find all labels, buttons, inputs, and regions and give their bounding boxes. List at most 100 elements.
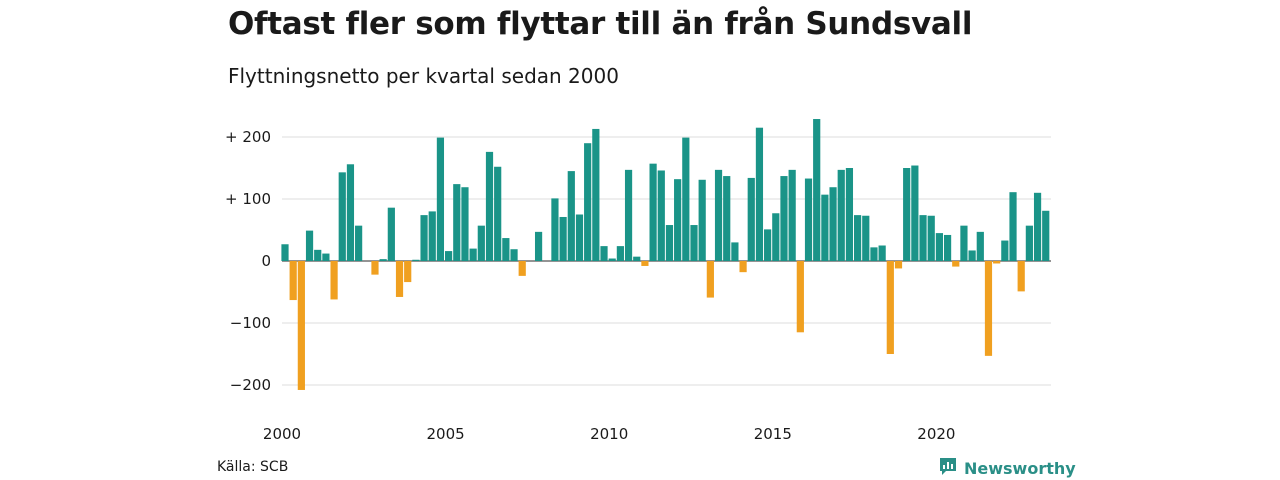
bar xyxy=(968,250,976,261)
bar xyxy=(387,207,395,261)
bar xyxy=(788,169,796,261)
bar xyxy=(870,247,878,261)
bar xyxy=(551,198,559,261)
x-tick-label: 2010 xyxy=(590,425,628,443)
bar xyxy=(1033,192,1042,261)
bar xyxy=(993,261,1001,264)
bar xyxy=(371,261,379,275)
bar xyxy=(600,246,608,261)
x-tick-label: 2020 xyxy=(917,425,955,443)
bar xyxy=(346,164,355,261)
bar xyxy=(878,245,886,261)
bar xyxy=(665,225,674,261)
newsworthy-icon xyxy=(938,456,958,480)
bar xyxy=(690,225,698,261)
bar xyxy=(412,259,420,261)
bar xyxy=(281,244,289,261)
bar xyxy=(813,119,821,262)
bar xyxy=(903,168,911,261)
bar xyxy=(764,229,772,261)
newsworthy-label: Newsworthy xyxy=(964,458,1076,478)
bar xyxy=(919,215,927,261)
y-tick-label: −200 xyxy=(230,376,271,394)
y-axis-labels: + 200 + 100 0 −100 −200 xyxy=(225,128,271,394)
bar xyxy=(436,137,445,261)
bar xyxy=(731,242,739,261)
bar xyxy=(289,261,297,301)
bar xyxy=(314,249,322,261)
bar xyxy=(559,216,567,261)
bar xyxy=(355,225,363,261)
bar xyxy=(927,215,935,261)
bar xyxy=(575,214,584,261)
bar xyxy=(502,238,510,261)
bar xyxy=(616,246,624,261)
bars xyxy=(281,119,1050,390)
bar xyxy=(796,261,804,333)
bar xyxy=(330,261,338,300)
bar xyxy=(1017,261,1025,292)
bar xyxy=(682,137,690,261)
bar xyxy=(379,259,387,261)
bar xyxy=(395,261,404,297)
bar xyxy=(911,165,919,261)
bar xyxy=(445,251,453,261)
x-tick-label: 2015 xyxy=(754,425,792,443)
bar xyxy=(584,143,592,261)
bar xyxy=(854,215,862,261)
bar xyxy=(723,176,731,261)
bar xyxy=(657,170,665,261)
bar xyxy=(469,248,477,261)
newsworthy-logo: Newsworthy xyxy=(938,456,1076,480)
bar xyxy=(1001,240,1009,261)
bar xyxy=(780,176,788,261)
y-tick-label: 0 xyxy=(261,252,271,270)
bar xyxy=(714,169,723,261)
bar xyxy=(772,213,780,261)
x-tick-label: 2000 xyxy=(263,425,301,443)
bar xyxy=(420,215,428,261)
bar xyxy=(510,249,518,261)
bar xyxy=(943,234,952,261)
bar xyxy=(674,179,682,261)
bar xyxy=(567,171,575,261)
bar xyxy=(453,184,461,261)
bar xyxy=(952,261,960,267)
bar xyxy=(862,215,870,261)
source-label: Källa: SCB xyxy=(217,459,289,475)
bar xyxy=(706,261,714,298)
bar xyxy=(976,231,984,261)
bar xyxy=(984,261,993,356)
y-tick-label: + 100 xyxy=(225,190,271,208)
bar xyxy=(624,169,633,261)
bar xyxy=(1042,210,1050,261)
bar xyxy=(485,151,494,261)
bar xyxy=(297,261,305,390)
bar xyxy=(338,172,346,261)
bar xyxy=(698,179,706,261)
bar xyxy=(739,261,747,273)
bar xyxy=(821,194,829,261)
bar xyxy=(886,261,894,354)
x-axis-labels: 2000 2005 2010 2015 2020 xyxy=(263,425,956,443)
bar xyxy=(534,231,543,261)
y-tick-label: + 200 xyxy=(225,128,271,146)
bar xyxy=(894,261,903,269)
y-tick-label: −100 xyxy=(230,314,271,332)
bar xyxy=(1025,225,1033,261)
bar xyxy=(641,261,649,266)
bar xyxy=(755,127,764,261)
bar xyxy=(461,187,469,261)
x-tick-label: 2005 xyxy=(427,425,465,443)
bar xyxy=(837,169,845,261)
bar xyxy=(608,258,616,261)
chart-subtitle: Flyttningsnetto per kvartal sedan 2000 xyxy=(228,64,619,88)
bar xyxy=(404,261,412,283)
chart-title: Oftast fler som flyttar till än från Sun… xyxy=(228,6,973,42)
bar xyxy=(322,253,330,261)
bar xyxy=(428,211,436,261)
bar xyxy=(518,261,526,276)
bar xyxy=(845,168,854,261)
bar xyxy=(305,230,314,261)
